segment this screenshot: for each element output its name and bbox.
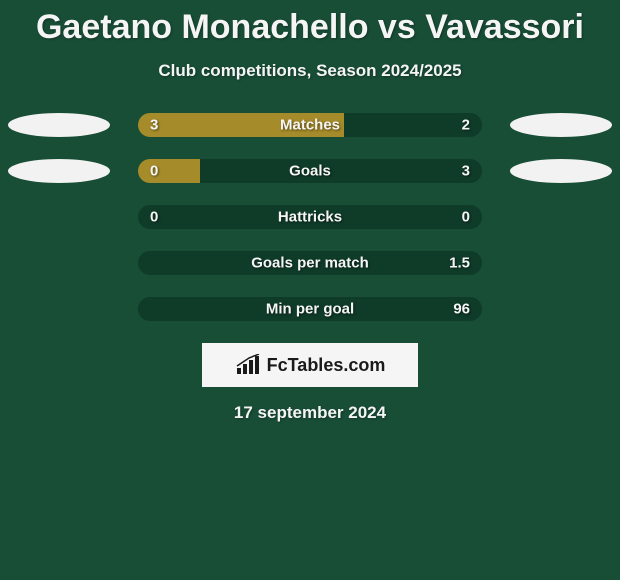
stat-value-right: 1.5 [449, 255, 470, 272]
logo-box: FcTables.com [202, 343, 418, 387]
subtitle: Club competitions, Season 2024/2025 [0, 61, 620, 81]
stat-value-right: 0 [462, 209, 470, 226]
stat-value-left: 3 [150, 117, 158, 134]
stat-row: 96 Min per goal [0, 297, 620, 321]
right-ellipse [510, 113, 612, 137]
stat-label: Goals [289, 163, 331, 180]
stat-value-right: 2 [462, 117, 470, 134]
stat-bar: 0 3 Goals [138, 159, 482, 183]
stat-label: Goals per match [251, 255, 369, 272]
right-ellipse [510, 159, 612, 183]
stat-row: 1.5 Goals per match [0, 251, 620, 275]
stat-bar: 1.5 Goals per match [138, 251, 482, 275]
stat-bar: 3 2 Matches [138, 113, 482, 137]
bar-chart-icon [235, 354, 261, 376]
stat-value-right: 3 [462, 163, 470, 180]
stat-value-right: 96 [453, 301, 470, 318]
stat-value-left: 0 [150, 209, 158, 226]
stat-label: Hattricks [278, 209, 342, 226]
stat-bar: 0 0 Hattricks [138, 205, 482, 229]
stat-label: Min per goal [266, 301, 354, 318]
bar-fill-right [200, 159, 482, 183]
stat-value-left: 0 [150, 163, 158, 180]
logo-text: FcTables.com [267, 355, 386, 376]
stat-rows: 3 2 Matches 0 3 Goals 0 0 Hattricks 1.5 Goals per … [0, 113, 620, 321]
page-title: Gaetano Monachello vs Vavassori [0, 0, 620, 47]
bar-fill-left [138, 159, 200, 183]
stat-row: 0 0 Hattricks [0, 205, 620, 229]
date-text: 17 september 2024 [0, 403, 620, 423]
infographic-container: Gaetano Monachello vs Vavassori Club com… [0, 0, 620, 580]
stat-bar: 96 Min per goal [138, 297, 482, 321]
stat-row: 3 2 Matches [0, 113, 620, 137]
stat-row: 0 3 Goals [0, 159, 620, 183]
fctables-logo: FcTables.com [235, 354, 386, 376]
stat-label: Matches [280, 117, 340, 134]
left-ellipse [8, 113, 110, 137]
left-ellipse [8, 159, 110, 183]
